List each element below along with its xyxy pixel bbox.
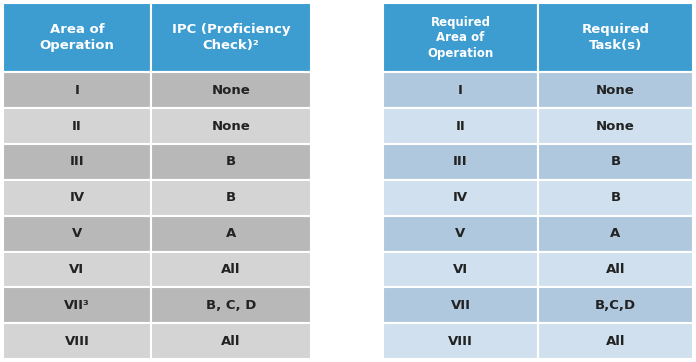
Bar [383,108,538,144]
Bar [151,216,311,252]
Bar [3,216,151,252]
Bar [151,323,311,359]
Bar [538,287,693,323]
Text: IPC (Proficiency
Check)²: IPC (Proficiency Check)² [172,24,290,52]
Bar [3,72,151,108]
Text: None: None [596,84,635,97]
Text: B, C, D: B, C, D [206,299,256,312]
Bar [383,72,538,108]
Text: VII³: VII³ [64,299,90,312]
Text: None: None [212,120,251,132]
Text: VI: VI [70,263,84,276]
Text: Required
Task(s): Required Task(s) [581,24,649,52]
Text: B,C,D: B,C,D [595,299,636,312]
Text: III: III [453,155,468,168]
Text: A: A [610,227,621,240]
Text: VI: VI [453,263,468,276]
Text: B: B [226,191,236,204]
Text: All: All [221,263,241,276]
Text: VIII: VIII [65,334,89,348]
Text: I: I [458,84,463,97]
Text: B: B [226,155,236,168]
Bar [383,180,538,216]
Bar [538,108,693,144]
Bar [3,180,151,216]
Bar [538,3,693,72]
Bar [538,72,693,108]
Bar [3,3,151,72]
Bar [3,323,151,359]
Text: II: II [456,120,466,132]
Text: I: I [74,84,79,97]
Bar [538,180,693,216]
Bar [151,108,311,144]
Text: None: None [212,84,251,97]
Bar [151,180,311,216]
Bar [151,3,311,72]
Text: VII: VII [450,299,470,312]
Bar [538,323,693,359]
Text: None: None [596,120,635,132]
Text: IV: IV [453,191,468,204]
Bar [383,323,538,359]
Bar [383,252,538,287]
Bar [3,108,151,144]
Text: A: A [226,227,236,240]
Text: All: All [606,334,625,348]
Bar [538,252,693,287]
Text: III: III [70,155,84,168]
Bar [383,216,538,252]
Text: All: All [221,334,241,348]
Bar [538,216,693,252]
Text: V: V [455,227,466,240]
Text: B: B [610,191,621,204]
Bar [151,144,311,180]
Bar [3,144,151,180]
Text: V: V [72,227,82,240]
Text: Area of
Operation: Area of Operation [40,24,114,52]
Bar [383,144,538,180]
Bar [538,144,693,180]
Text: All: All [606,263,625,276]
Text: B: B [610,155,621,168]
Bar [151,252,311,287]
Bar [3,287,151,323]
Bar [383,287,538,323]
Text: IV: IV [70,191,84,204]
Bar [383,3,538,72]
Bar [3,252,151,287]
Bar [151,72,311,108]
Bar [151,287,311,323]
Text: VIII: VIII [448,334,473,348]
Text: Required
Area of
Operation: Required Area of Operation [427,16,493,60]
Text: II: II [72,120,82,132]
